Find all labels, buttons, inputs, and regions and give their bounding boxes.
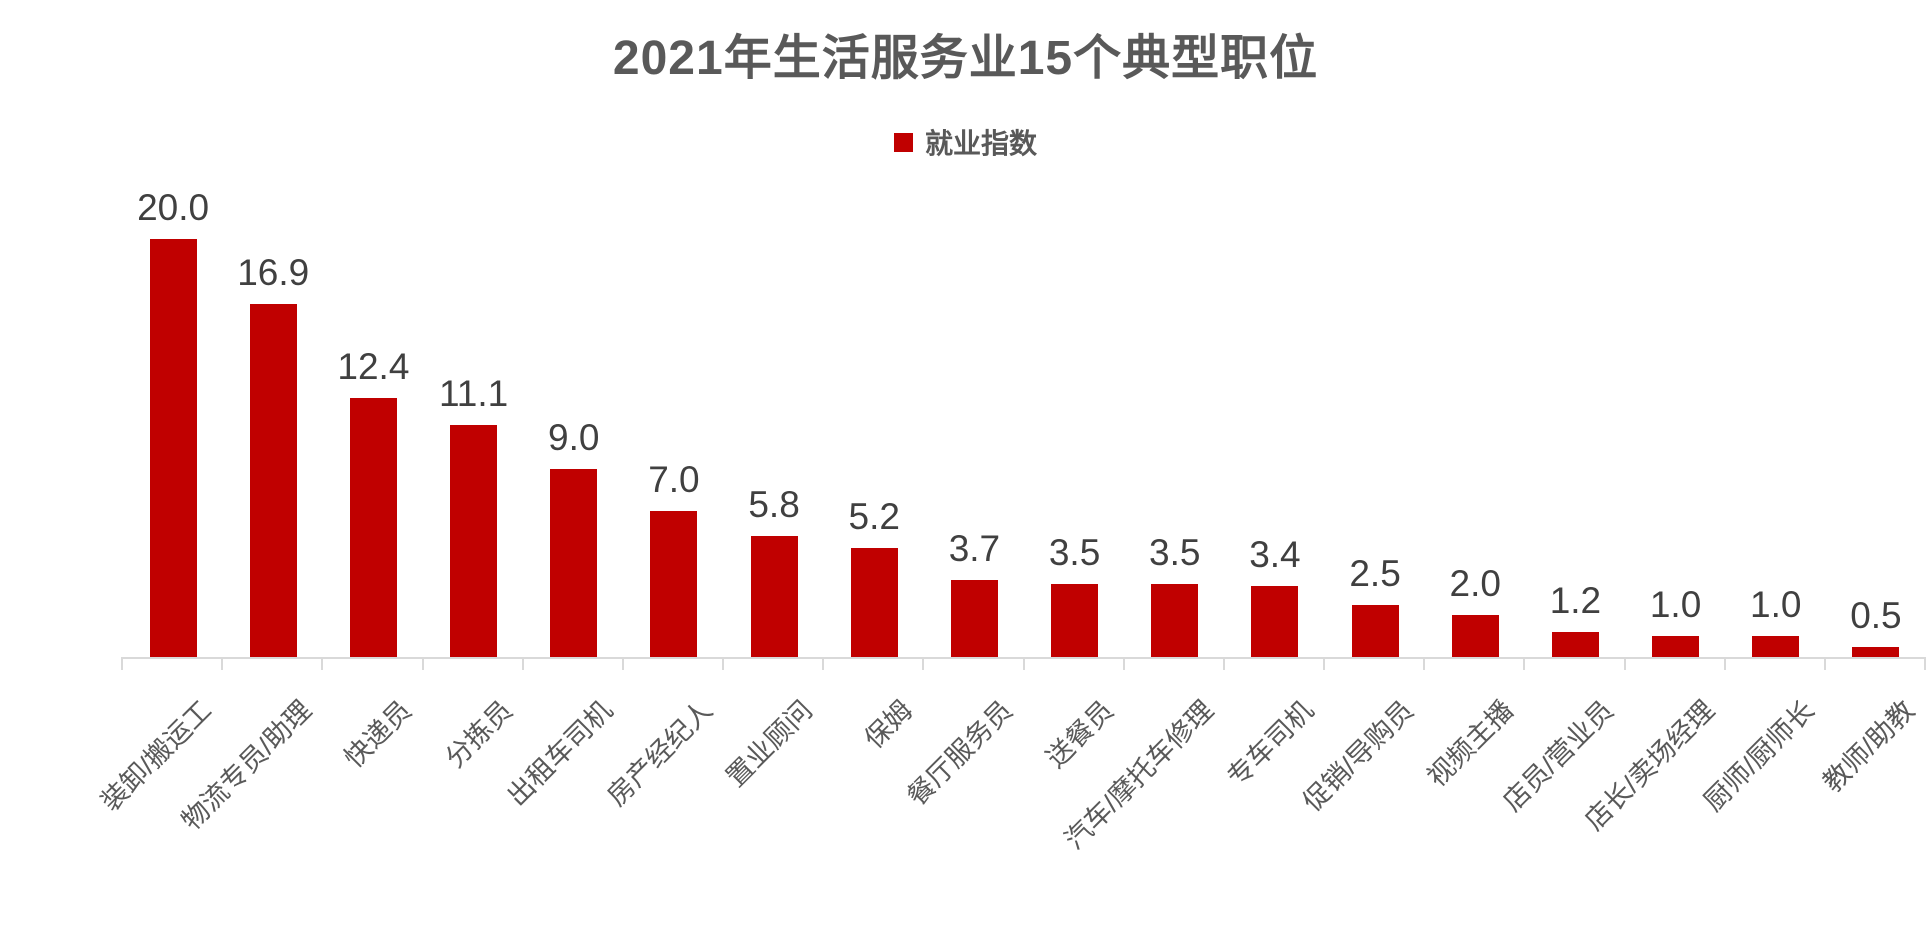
axis-tick (121, 657, 123, 670)
axis-tick (922, 657, 925, 670)
bar-value-label: 5.8 (748, 483, 800, 525)
bar (850, 548, 898, 657)
bar (1752, 636, 1800, 657)
bar (750, 535, 798, 657)
x-axis-label: 送餐员 (1040, 694, 1119, 774)
bar (1351, 604, 1399, 657)
x-axis-label: 促销/导购员 (1297, 694, 1420, 817)
axis-tick (521, 657, 524, 670)
bar (1852, 646, 1900, 657)
x-axis-line (121, 657, 1926, 670)
bar (1251, 585, 1299, 657)
bar (450, 425, 498, 657)
legend-label: 就业指数 (924, 128, 1037, 159)
bar-value-label: 20.0 (137, 187, 210, 228)
x-axis-label: 物流专员/助理 (176, 694, 318, 837)
x-axis-label: 教师/助教 (1817, 694, 1921, 798)
x-axis-label: 装卸/搬运工 (95, 694, 218, 817)
bar (1551, 631, 1599, 657)
bar (149, 239, 197, 657)
bar-value-label: 3.5 (1149, 531, 1201, 573)
axis-tick (1723, 657, 1726, 670)
bar-value-label: 0.5 (1850, 594, 1902, 636)
axis-tick (1924, 657, 1926, 670)
bar-value-label: 3.4 (1249, 533, 1301, 575)
x-axis-label: 置业顾问 (720, 694, 819, 793)
axis-tick (1823, 657, 1826, 670)
bar-value-label: 1.2 (1549, 579, 1602, 621)
bar-value-label: 3.7 (948, 527, 1001, 569)
bar-value-label: 3.5 (1048, 531, 1101, 573)
bar (1151, 583, 1199, 657)
x-axis-label: 视频主播 (1421, 694, 1520, 793)
bar (950, 579, 998, 657)
bar (650, 510, 698, 657)
axis-tick (621, 657, 624, 670)
legend: 就业指数 (0, 122, 1931, 162)
chart-title: 2021年生活服务业15个典型职位 (612, 32, 1319, 85)
axis-tick (1122, 657, 1125, 670)
bar-value-label: 12.4 (337, 345, 410, 387)
bar (1652, 636, 1700, 657)
axis-tick (1022, 657, 1025, 670)
bar (1051, 583, 1099, 657)
axis-tick (421, 657, 424, 670)
x-axis-label: 房产经纪人 (601, 694, 719, 812)
bar-value-label: 5.2 (848, 496, 900, 538)
bar-value-label: 7.0 (648, 458, 700, 500)
bar-value-label: 1.0 (1649, 584, 1702, 626)
axis-tick (1423, 657, 1426, 670)
x-axis-label: 快递员 (339, 694, 418, 774)
bar-value-label: 11.1 (438, 373, 509, 415)
x-axis-label: 店长/卖场经理 (1578, 694, 1720, 837)
x-axis-label: 厨师/厨师长 (1697, 694, 1820, 817)
x-axis-label: 店员/营业员 (1497, 694, 1620, 817)
x-axis-label: 分拣员 (439, 694, 518, 774)
axis-tick (1222, 657, 1225, 670)
bar-value-label: 2.0 (1449, 563, 1501, 605)
bar-value-label: 9.0 (548, 416, 600, 458)
bar-value-label: 2.5 (1349, 552, 1401, 594)
axis-tick (1623, 657, 1626, 670)
bar (550, 468, 598, 657)
bar-value-label: 16.9 (237, 251, 310, 293)
axis-tick (221, 657, 224, 670)
axis-tick (321, 657, 324, 670)
axis-tick (722, 657, 724, 670)
plot-area: 20.0 16.9 12.4 11.1 9.0 7.0 5.8 5.2 3.7 3.5 3.5 3.4… (123, 187, 1926, 657)
axis-tick (1523, 657, 1526, 670)
axis-tick (1323, 657, 1325, 670)
bar-value-label: 1.0 (1750, 584, 1802, 626)
x-axis-label: 保姆 (859, 694, 919, 755)
axis-tick (822, 657, 825, 670)
bar (349, 397, 397, 657)
legend-swatch-icon (893, 132, 913, 152)
x-axis-label: 专车司机 (1221, 694, 1320, 793)
x-axis-label: 出租车司机 (501, 694, 618, 812)
bar (1451, 615, 1499, 657)
x-axis-label: 汽车/摩托车修理 (1058, 694, 1219, 856)
x-axis-label: 餐厅服务员 (901, 694, 1019, 812)
bar (249, 303, 297, 657)
